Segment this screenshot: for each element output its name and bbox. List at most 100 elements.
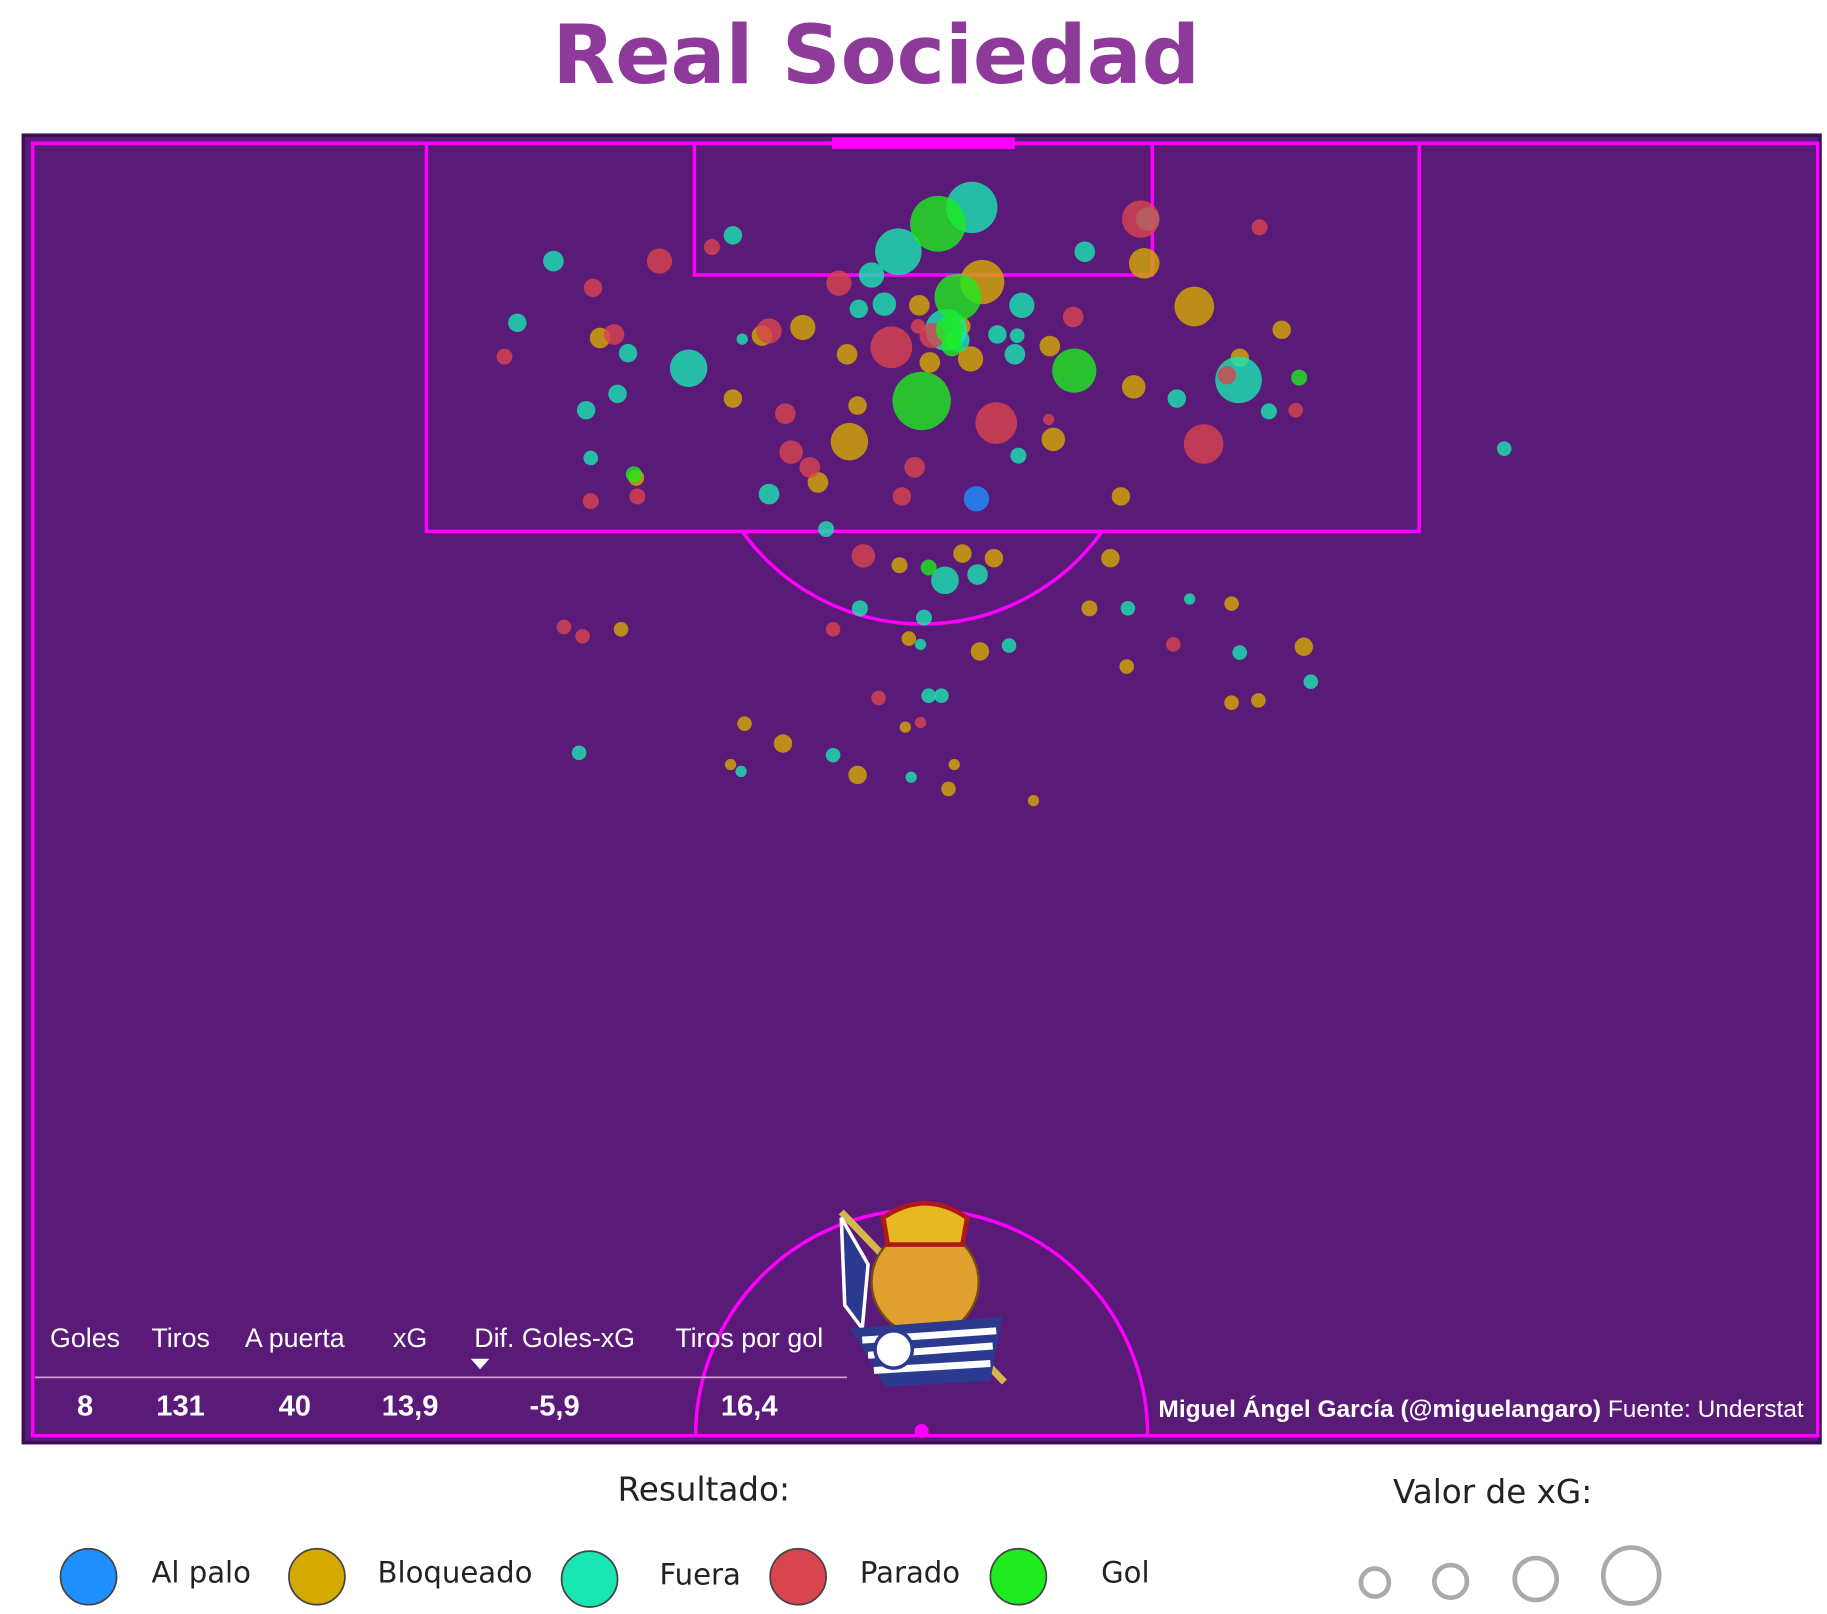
shot [1081, 600, 1098, 617]
shot [723, 226, 743, 245]
shot [1288, 402, 1303, 418]
shot [892, 371, 951, 431]
shot [1111, 487, 1131, 506]
legend-label: Bloqueado [378, 1555, 533, 1589]
shot [905, 771, 917, 783]
stats-value: 131 [156, 1390, 205, 1422]
credit-source: Fuente: Understat [1608, 1397, 1804, 1424]
stats-value: 13,9 [382, 1390, 439, 1422]
shot [948, 758, 960, 771]
shot [669, 349, 708, 387]
shot [915, 609, 932, 626]
shot [934, 688, 949, 704]
shot [1166, 637, 1181, 652]
chart-title: Real Sociedad [552, 8, 1200, 103]
shot [910, 318, 926, 334]
shot [901, 631, 917, 646]
shot [807, 472, 829, 493]
shot [849, 299, 868, 319]
stats-value: 8 [77, 1390, 93, 1422]
shot [556, 619, 572, 635]
shot [1251, 219, 1268, 236]
shot [826, 270, 852, 296]
shot [1121, 200, 1160, 238]
shot [735, 765, 747, 778]
shot [1004, 343, 1026, 365]
legend-marker [560, 1550, 619, 1608]
legend-marker [989, 1547, 1048, 1606]
stats-header: A puerta [245, 1323, 345, 1353]
shot [1260, 403, 1277, 420]
shot [1121, 375, 1146, 399]
shot [790, 314, 816, 341]
shot [613, 621, 629, 637]
shot [910, 195, 966, 252]
shot [618, 343, 638, 363]
shot [931, 566, 959, 595]
shot [899, 721, 911, 733]
stats-header: Goles [50, 1323, 120, 1353]
shot [1251, 693, 1266, 708]
shot [571, 745, 587, 761]
stats-header: Tiros por gol [675, 1323, 823, 1353]
size-legend-title: Valor de xG: [1393, 1473, 1592, 1511]
shot [1224, 695, 1239, 710]
legend-title: Resultado: [618, 1471, 790, 1509]
shot [646, 248, 673, 274]
legend-label: Gol [1101, 1555, 1149, 1589]
shot [773, 734, 793, 753]
legend-marker [288, 1547, 346, 1606]
stats-header: xG [393, 1323, 427, 1353]
stats-value: 16,4 [721, 1390, 778, 1422]
legend-label: Al palo [151, 1555, 251, 1589]
shot [984, 548, 1004, 568]
shot [1027, 794, 1040, 807]
shot [608, 384, 627, 404]
size-legend [1358, 1545, 1662, 1606]
shot [629, 488, 646, 505]
shot [1010, 447, 1027, 464]
shot [799, 456, 821, 478]
shot [1074, 241, 1096, 263]
shot [723, 389, 743, 408]
shot [508, 313, 527, 333]
stats-table: Goles 8 Tiros 131 A puerta 40 xG 13,9 Dif. Goles… [34, 1323, 848, 1422]
shot [737, 716, 752, 731]
credit-author: Miguel Ángel García (@miguelangaro) [1158, 1396, 1601, 1424]
shot [703, 239, 720, 256]
shot [963, 486, 990, 512]
shot [1052, 348, 1097, 393]
shot [934, 273, 982, 321]
shot [603, 324, 625, 345]
shot [957, 346, 984, 372]
shot [851, 544, 876, 568]
stats-value: -5,9 [530, 1390, 580, 1422]
shot [1303, 674, 1319, 690]
shot [953, 544, 972, 563]
legend: Al palo Bloqueado Fuera Parado Gol [59, 1547, 1150, 1608]
legend-label: Fuera [659, 1558, 740, 1592]
shot [1183, 424, 1224, 464]
shot [891, 557, 908, 574]
shot [1009, 292, 1035, 318]
shot [1041, 427, 1066, 452]
shot [1272, 320, 1291, 340]
shot [1120, 601, 1136, 616]
shot [967, 564, 988, 585]
shot [851, 600, 868, 617]
shot [988, 325, 1007, 344]
crest [838, 1200, 1007, 1387]
shot [848, 396, 867, 415]
shot [970, 642, 990, 661]
shot [583, 278, 603, 298]
stats-header: Tiros [151, 1323, 210, 1353]
legend-marker [769, 1547, 827, 1606]
legend-marker [59, 1547, 118, 1606]
shot [848, 765, 867, 785]
shot [875, 228, 922, 276]
shot [919, 352, 941, 373]
shot [1224, 596, 1239, 611]
shot [870, 326, 913, 369]
stats-header: Dif. Goles-xG [474, 1323, 635, 1353]
